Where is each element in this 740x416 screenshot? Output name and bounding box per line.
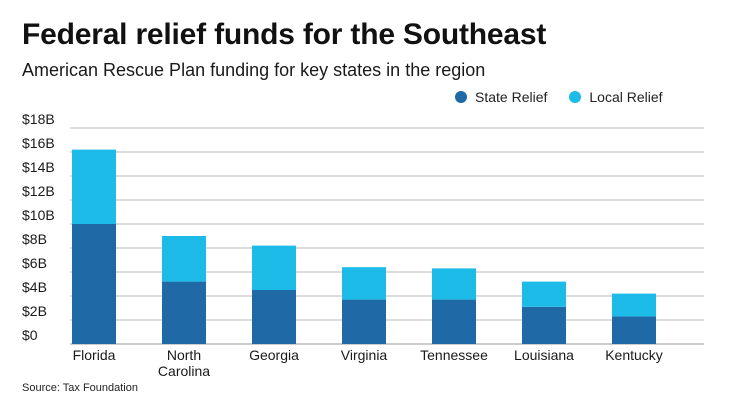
bar-local-relief bbox=[252, 245, 296, 290]
bar-local-relief bbox=[342, 267, 386, 300]
bar-local-relief bbox=[162, 236, 206, 282]
bar-state-relief bbox=[342, 299, 386, 344]
legend: State Relief Local Relief bbox=[455, 89, 663, 105]
y-tick-label: $18B bbox=[22, 111, 55, 127]
bar-state-relief bbox=[252, 290, 296, 344]
x-category-label: Kentucky bbox=[605, 347, 663, 363]
legend-item-state-relief: State Relief bbox=[455, 89, 547, 105]
bar-state-relief bbox=[162, 281, 206, 344]
x-category-label: Tennessee bbox=[420, 347, 488, 363]
y-tick-label: $6B bbox=[22, 255, 47, 271]
bar-state-relief bbox=[72, 224, 116, 344]
x-category-label: Florida bbox=[73, 347, 116, 363]
y-tick-label: $16B bbox=[22, 135, 55, 151]
chart-subtitle: American Rescue Plan funding for key sta… bbox=[22, 60, 486, 80]
bar-local-relief bbox=[432, 268, 476, 300]
legend-swatch-local-relief bbox=[569, 91, 582, 103]
bar-local-relief bbox=[522, 281, 566, 307]
legend-swatch-state-relief bbox=[455, 91, 467, 103]
chart-title: Federal relief funds for the Southeast bbox=[22, 18, 547, 51]
y-tick-label: $2B bbox=[22, 303, 47, 319]
y-tick-label: $14B bbox=[22, 159, 55, 175]
source-note: Source: Tax Foundation bbox=[22, 382, 138, 394]
y-tick-label: $8B bbox=[22, 231, 47, 247]
bar-local-relief bbox=[72, 149, 116, 224]
x-category-label: Carolina bbox=[158, 363, 210, 379]
x-category-label: Louisiana bbox=[514, 347, 574, 363]
bar-state-relief bbox=[612, 316, 656, 344]
y-tick-label: $10B bbox=[22, 207, 55, 223]
x-category-label: Virginia bbox=[341, 347, 388, 363]
x-category-label: North bbox=[167, 347, 201, 363]
y-tick-label: $0 bbox=[22, 327, 38, 343]
legend-label-state-relief: State Relief bbox=[475, 89, 548, 105]
y-tick-label: $12B bbox=[22, 183, 55, 199]
y-tick-label: $4B bbox=[22, 279, 47, 295]
x-category-label: Georgia bbox=[249, 347, 299, 363]
legend-label-local-relief: Local Relief bbox=[589, 89, 663, 105]
bar-state-relief bbox=[522, 306, 566, 344]
bar-state-relief bbox=[432, 299, 476, 344]
bar-local-relief bbox=[612, 293, 656, 317]
legend-item-local-relief: Local Relief bbox=[569, 89, 663, 105]
